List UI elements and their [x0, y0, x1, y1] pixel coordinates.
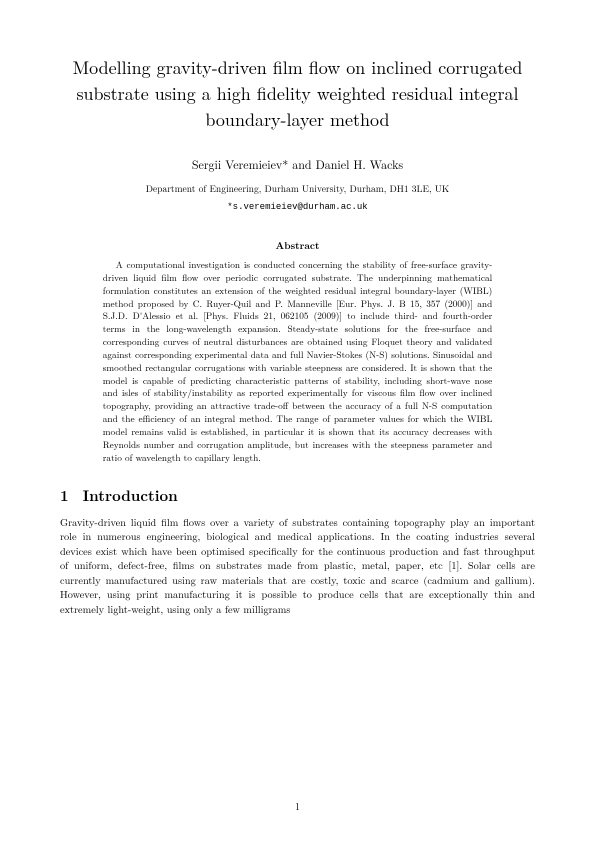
- abstract-heading: Abstract: [60, 239, 535, 253]
- paper-title: Modelling gravity-driven film flow on in…: [60, 55, 535, 133]
- abstract-body: A computational investigation is conduct…: [103, 259, 493, 464]
- affiliation: Department of Engineering, Durham Univer…: [60, 182, 535, 195]
- page-number: 1: [0, 800, 595, 814]
- corresponding-email: *s.veremieiev@durham.ac.uk: [60, 201, 535, 213]
- section-title: Introduction: [83, 485, 178, 506]
- authors-line: Sergii Veremieiev* and Daniel H. Wacks: [60, 157, 535, 174]
- introduction-paragraph: Gravity-driven liquid film flows over a …: [60, 515, 535, 616]
- section-heading: 1 Introduction: [60, 486, 535, 507]
- section-number: 1: [60, 485, 69, 506]
